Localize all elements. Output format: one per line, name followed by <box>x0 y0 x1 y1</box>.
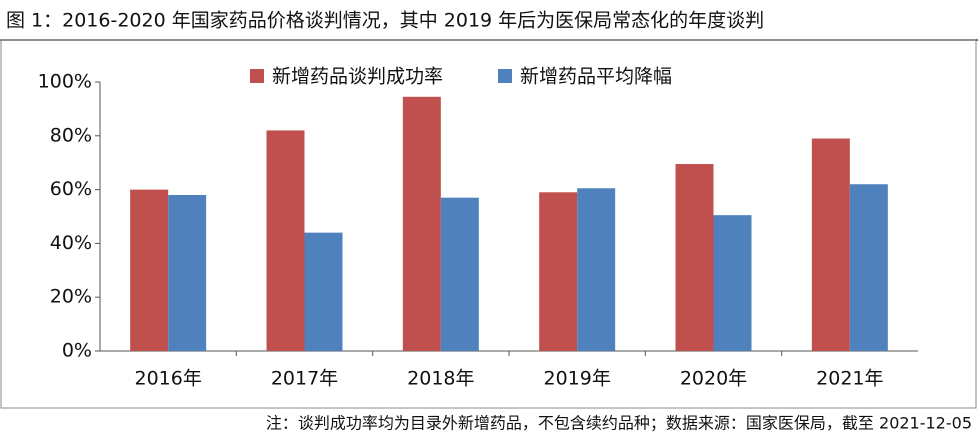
y-tick-label: 100% <box>38 71 92 93</box>
x-tick-label: 2019年 <box>543 368 610 390</box>
bar <box>440 197 479 351</box>
chart-frame <box>0 39 977 409</box>
note: 注：谈判成功率均为目录外新增药品，不包含续约品种；数据来源：国家医保局，截至 2… <box>266 414 972 433</box>
y-tick-label: 20% <box>50 286 92 308</box>
x-tick-label: 2021年 <box>816 368 883 390</box>
legend-swatch <box>498 69 512 83</box>
legend-label: 新增药品谈判成功率 <box>272 66 443 88</box>
y-tick-label: 60% <box>50 178 92 200</box>
bar <box>304 232 343 351</box>
legend-label: 新增药品平均降幅 <box>520 66 672 88</box>
chart-title: 图 1：2016-2020 年国家药品价格谈判情况，其中 2019 年后为医保局… <box>6 10 764 32</box>
bar <box>577 188 616 351</box>
bar <box>266 130 305 351</box>
x-tick-label: 2020年 <box>680 368 747 390</box>
bar <box>675 164 714 351</box>
x-tick-label: 2018年 <box>407 368 474 390</box>
y-tick-label: 0% <box>62 340 92 362</box>
x-tick-label: 2017年 <box>271 368 338 390</box>
legend-swatch <box>250 69 264 83</box>
bar <box>713 215 752 351</box>
bar <box>130 189 169 351</box>
y-tick-label: 80% <box>50 124 92 146</box>
bar <box>811 138 850 351</box>
bar <box>539 192 578 351</box>
bar <box>849 184 888 351</box>
x-tick-label: 2016年 <box>134 368 201 390</box>
bar <box>168 194 207 351</box>
bar <box>402 96 441 351</box>
y-tick-label: 40% <box>50 232 92 254</box>
